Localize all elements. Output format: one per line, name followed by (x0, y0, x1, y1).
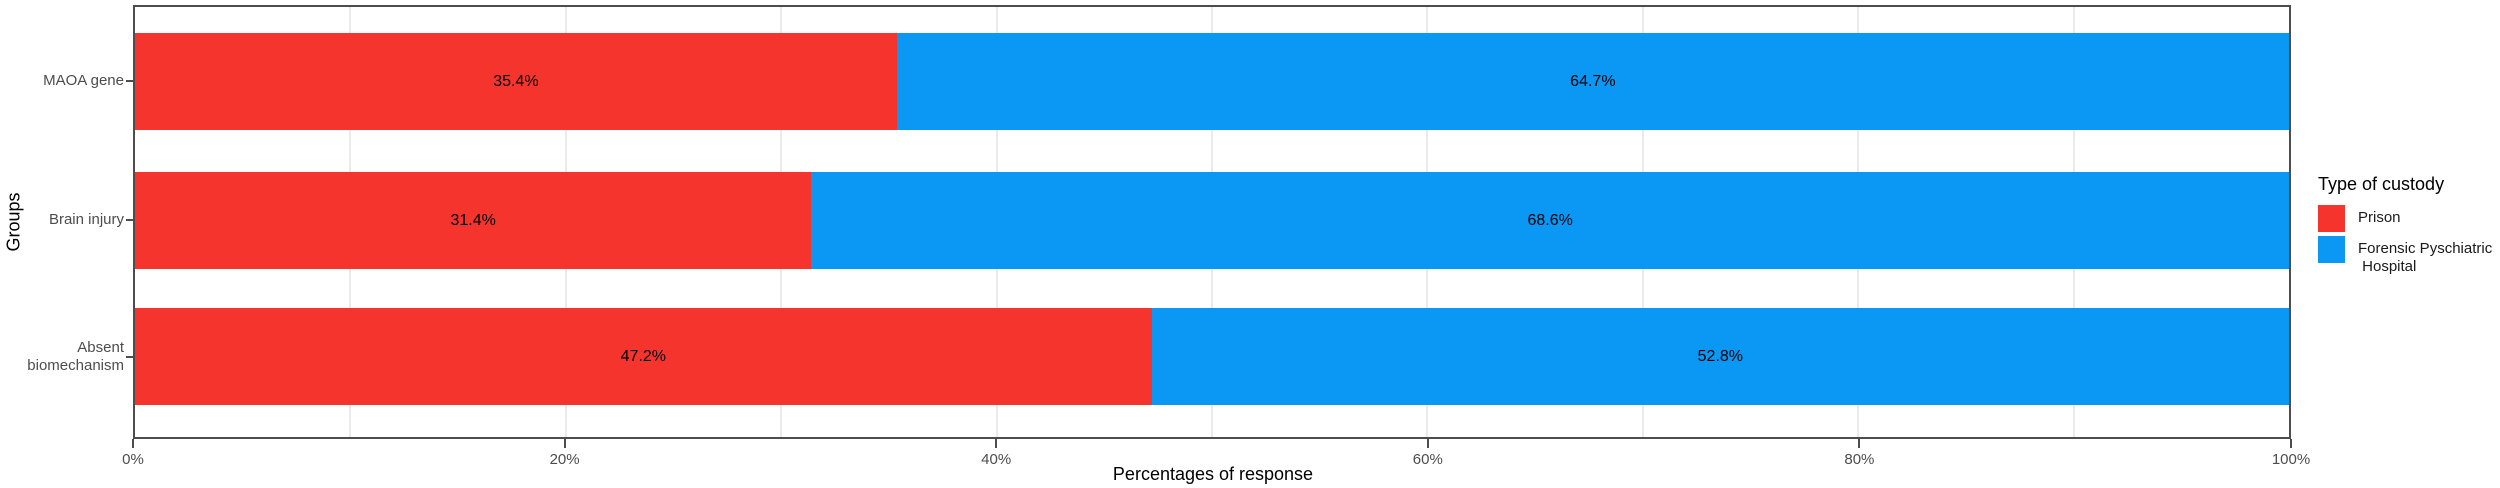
legend-item-1: Forensic Pyschiatric Hospital (2318, 236, 2492, 276)
x-tick-label-100: 100% (2271, 451, 2311, 468)
bar-segment-forensic-pyschiatric-hospital: 52.8% (1151, 308, 2289, 405)
y-axis-label-0: MAOA gene (43, 72, 124, 89)
bar-value-label: 64.7% (1570, 72, 1616, 90)
plot-panel: 35.4% 64.7% 31.4% 68.6% 47.2% 52.8% (133, 5, 2291, 439)
bar-segment-forensic-pyschiatric-hospital: 68.6% (811, 172, 2289, 269)
x-tick-mark-60 (1426, 439, 1429, 448)
x-tick-mark-80 (1858, 439, 1861, 448)
x-tick-label-0: 0% (122, 451, 144, 468)
bar-value-label: 52.8% (1697, 347, 1744, 365)
bar-segment-prison: 35.4% (135, 33, 897, 130)
legend-item-0: Prison (2318, 205, 2492, 232)
x-tick-label-40: 40% (981, 451, 1012, 468)
bar-segment-prison: 31.4% (135, 172, 812, 269)
y-tick-mark (126, 80, 133, 82)
bar-row-0: 35.4% 64.7% (135, 33, 2289, 130)
bar-value-label: 31.4% (450, 211, 496, 229)
legend-item-label: Prison (2358, 209, 2401, 226)
x-tick-mark-0 (132, 439, 134, 448)
bar-row-2: 47.2% 52.8% (135, 308, 2289, 405)
x-tick-mark-40 (995, 439, 998, 448)
bar-segment-forensic-pyschiatric-hospital: 64.7% (896, 33, 2289, 130)
x-axis-title: Percentages of response (1112, 464, 1314, 484)
bar-value-label: 35.4% (493, 72, 539, 90)
x-tick-label-60: 60% (1412, 451, 1443, 468)
bar-value-label: 47.2% (620, 347, 667, 365)
y-tick-mark (126, 356, 133, 358)
legend: Type of custody Prison Forensic Pyschiatr… (2318, 174, 2492, 280)
legend-title: Type of custody (2318, 174, 2445, 194)
bar-row-1: 31.4% 68.6% (135, 172, 2289, 269)
bar-value-label: 68.6% (1527, 211, 1573, 229)
bar-segment-prison: 47.2% (135, 308, 1152, 405)
y-axis-label-1: Brain injury (48, 211, 124, 228)
legend-key-swatch (2318, 205, 2345, 232)
x-tick-mark-20 (563, 439, 566, 448)
legend-item-label: Forensic Pyschiatric Hospital (2358, 240, 2493, 275)
x-tick-label-20: 20% (549, 451, 580, 468)
y-axis-label-2: Absent biomechanism (27, 339, 124, 374)
y-tick-mark (126, 219, 133, 221)
legend-items: Prison Forensic Pyschiatric Hospital (2318, 205, 2492, 276)
x-tick-mark-100 (2290, 439, 2292, 448)
x-tick-label-80: 80% (1844, 451, 1875, 468)
legend-key-swatch (2318, 236, 2345, 263)
